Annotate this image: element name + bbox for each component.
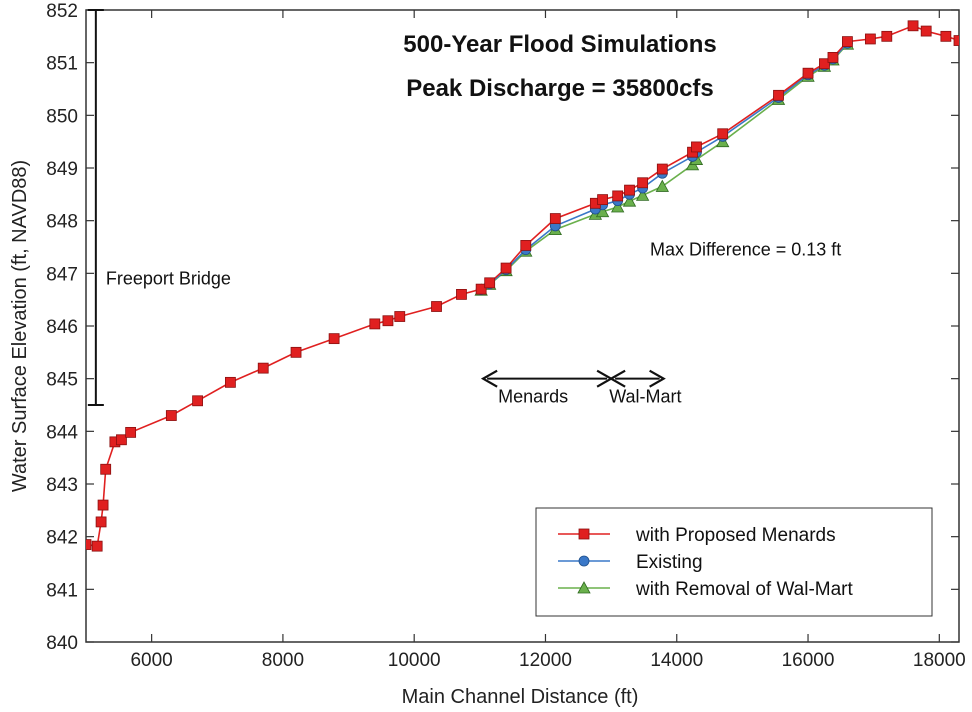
- x-tick-label: 18000: [913, 650, 966, 671]
- y-tick-label: 849: [46, 159, 78, 180]
- y-tick-label: 845: [46, 370, 78, 391]
- y-tick-label: 842: [46, 528, 78, 549]
- data-point: [86, 539, 92, 550]
- data-point: [624, 184, 635, 196]
- data-point: [95, 516, 107, 528]
- legend-label: with Proposed Menards: [635, 525, 836, 546]
- data-point: [520, 240, 532, 251]
- legend-label: with Removal of Wal-Mart: [635, 579, 854, 600]
- arrow-wal-mart-label: Wal-Mart: [609, 387, 681, 407]
- arrow-wal-mart-head: [649, 369, 666, 388]
- data-point: [165, 410, 177, 421]
- data-point: [656, 163, 668, 175]
- data-point: [500, 262, 512, 274]
- annotation-freeport-bridge: Freeport Bridge: [106, 269, 231, 289]
- data-point: [611, 200, 625, 213]
- legend-marker: [577, 581, 591, 594]
- data-point: [549, 213, 561, 224]
- data-point: [842, 36, 853, 47]
- data-point: [802, 67, 814, 79]
- x-tick-label: 14000: [650, 650, 703, 671]
- legend-entry: Existing: [558, 552, 703, 573]
- annotation-max-difference: Max Difference = 0.13 ft: [650, 240, 841, 260]
- data-point: [655, 179, 669, 192]
- data-point: [637, 177, 649, 189]
- arrow-wal-mart-head: [608, 369, 626, 388]
- x-tick-label: 16000: [782, 650, 835, 671]
- x-tick-label: 8000: [262, 650, 304, 671]
- y-tick-label: 844: [46, 422, 78, 443]
- data-point: [125, 426, 137, 438]
- data-point: [382, 315, 394, 327]
- data-point: [920, 25, 932, 37]
- axis-ticks: 6000 8000 10000 12000 14000 16000 18000 840 841 8…: [46, 1, 965, 671]
- legend-marker: [578, 528, 590, 540]
- data-point: [257, 362, 269, 374]
- legend-entry: with Proposed Menards: [558, 525, 836, 546]
- arrow-menards-head: [480, 369, 498, 388]
- data-point: [691, 141, 702, 153]
- x-axis-label: Main Channel Distance (ft): [402, 686, 639, 708]
- data-point: [328, 333, 340, 345]
- y-tick-label: 846: [46, 317, 78, 338]
- data-point: [369, 318, 381, 330]
- chart-subtitle: Peak Discharge = 35800cfs: [406, 75, 714, 102]
- y-tick-label: 840: [46, 633, 78, 654]
- legend-label: Existing: [636, 552, 703, 573]
- data-point: [116, 434, 127, 446]
- data-point: [91, 540, 103, 552]
- y-tick-label: 848: [46, 212, 78, 233]
- legend-marker: [578, 555, 590, 567]
- y-tick-label: 852: [46, 1, 78, 22]
- data-point: [612, 190, 624, 202]
- data-point: [953, 35, 959, 46]
- y-tick-label: 843: [46, 475, 78, 496]
- data-point: [597, 194, 608, 206]
- series-with-proposed-menards: [86, 20, 959, 552]
- annotation-layer: Freeport Bridge Max Difference = 0.13 ft M…: [87, 9, 841, 407]
- data-point: [192, 395, 203, 407]
- series-layer: [86, 20, 959, 552]
- data-point: [773, 89, 784, 101]
- legend-box: [535, 507, 933, 617]
- x-tick-label: 6000: [130, 650, 172, 671]
- x-tick-label: 12000: [519, 650, 572, 671]
- data-point: [622, 194, 637, 207]
- data-point: [881, 30, 893, 42]
- data-point: [475, 283, 487, 295]
- legend: with Proposed Menards Existing with Remova…: [535, 507, 933, 617]
- data-point: [456, 288, 467, 300]
- data-point: [717, 128, 729, 140]
- y-tick-label: 850: [46, 106, 78, 127]
- data-point: [819, 58, 830, 70]
- data-point: [290, 346, 302, 358]
- data-point: [100, 463, 112, 475]
- y-tick-label: 851: [46, 54, 78, 75]
- data-point: [97, 499, 109, 511]
- data-point: [484, 277, 496, 289]
- data-point: [225, 376, 236, 388]
- y-tick-label: 841: [46, 580, 78, 601]
- chart-title: 500-Year Flood Simulations: [403, 31, 716, 58]
- arrow-menards-label: Menards: [498, 387, 568, 407]
- data-point: [940, 30, 952, 42]
- data-point: [394, 311, 406, 322]
- data-point: [907, 20, 919, 32]
- x-tick-label: 10000: [388, 650, 441, 671]
- y-axis-label: Water Surface Elevation (ft, NAVD88): [9, 160, 31, 492]
- data-point: [864, 33, 876, 45]
- data-point: [827, 52, 839, 63]
- legend-entry: with Removal of Wal-Mart: [558, 579, 854, 600]
- data-point: [431, 301, 442, 312]
- data-point: [635, 188, 650, 201]
- y-tick-label: 847: [46, 264, 78, 285]
